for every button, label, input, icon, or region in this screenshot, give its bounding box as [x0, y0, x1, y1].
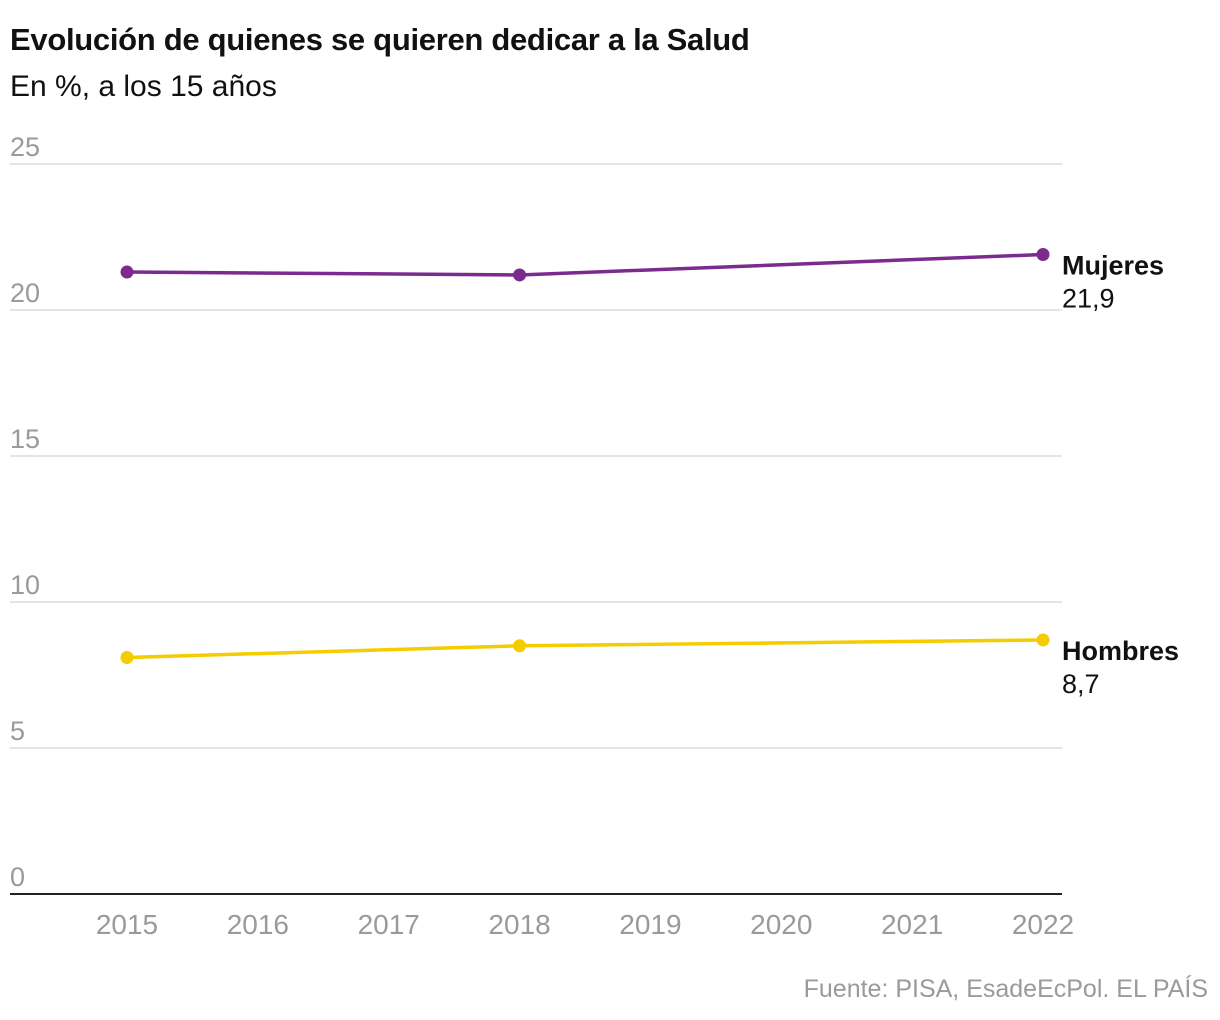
y-tick-label: 10	[10, 570, 40, 600]
x-tick-label: 2017	[358, 909, 420, 940]
y-tick-label: 25	[10, 132, 40, 162]
series-value-label-hombres: 8,7	[1062, 669, 1100, 699]
x-tick-label: 2022	[1012, 909, 1074, 940]
data-point-mujeres-2022	[1036, 248, 1050, 262]
x-tick-label: 2015	[96, 909, 158, 940]
series-layer	[120, 248, 1050, 664]
x-tick-label: 2021	[881, 909, 943, 940]
series-line-hombres	[126, 638, 1044, 660]
axis-layer: 0 5 10 15 20 25 2015 2016 2017 2018 2019 2020 2021 20…	[10, 132, 1074, 940]
x-tick-label: 2019	[619, 909, 681, 940]
x-tick-label: 2018	[488, 909, 550, 940]
data-point-hombres-2018	[513, 639, 527, 653]
chart-subtitle: En %, a los 15 años	[10, 70, 277, 103]
grid-layer	[10, 163, 1062, 749]
source-note: Fuente: PISA, EsadeEcPol. EL PAÍS	[803, 975, 1208, 1003]
y-tick-label: 15	[10, 424, 40, 454]
chart-title: Evolución de quienes se quieren dedicar …	[10, 22, 750, 57]
y-tick-label: 20	[10, 278, 40, 308]
data-point-mujeres-2015	[120, 265, 134, 279]
data-point-mujeres-2018	[513, 268, 527, 282]
x-tick-label: 2016	[227, 909, 289, 940]
y-tick-label: 0	[10, 862, 25, 892]
series-value-label-mujeres: 21,9	[1062, 284, 1115, 314]
series-line-mujeres	[126, 252, 1044, 277]
data-point-hombres-2015	[120, 650, 134, 664]
x-tick-label: 2020	[750, 909, 812, 940]
series-name-label-mujeres: Mujeres	[1062, 251, 1164, 281]
series-name-label-hombres: Hombres	[1062, 636, 1179, 666]
y-tick-label: 5	[10, 716, 25, 746]
data-point-hombres-2022	[1036, 633, 1050, 647]
